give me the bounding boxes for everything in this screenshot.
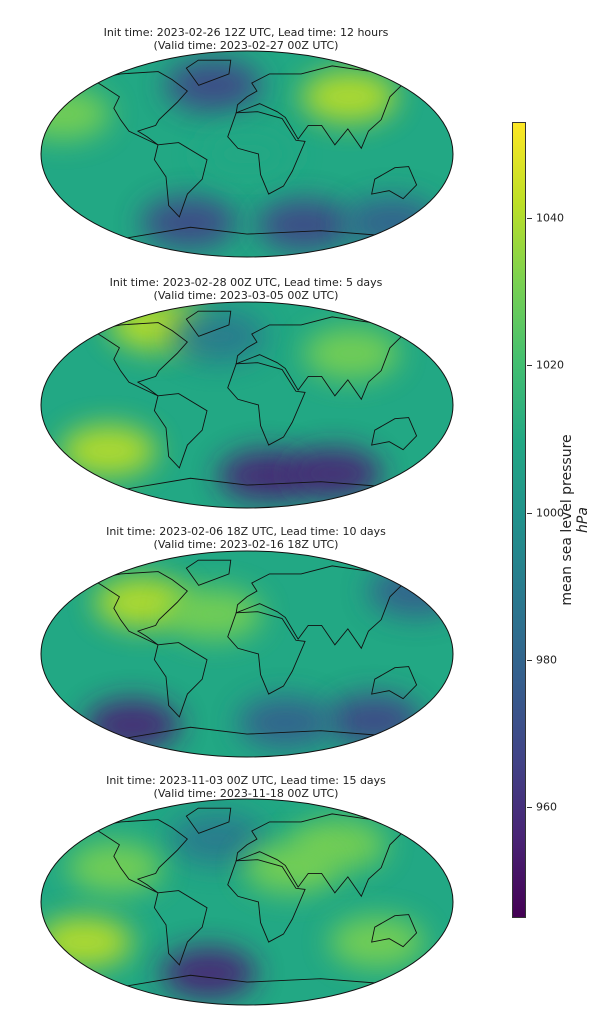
colorbar-tick: [527, 365, 532, 367]
pressure-anomaly: [41, 87, 111, 140]
pressure-anomaly: [84, 698, 181, 751]
pressure-anomaly: [285, 447, 382, 500]
map-boundary: [40, 550, 454, 758]
map-boundary: [40, 798, 454, 1006]
valid-time-subtitle: (Valid time: 2023-03-05 00Z UTC): [153, 289, 339, 302]
pressure-map: [40, 798, 454, 1006]
coastline: [153, 142, 208, 218]
coastline: [153, 393, 208, 469]
map-title: Init time: 2023-11-03 00Z UTC, Lead time…: [38, 774, 454, 800]
init-time-title: Init time: 2023-02-26 12Z UTC, Lead time…: [103, 26, 389, 39]
colorbar-tick-label: 1020: [536, 358, 564, 372]
colorbar-label: mean sea level pressure hPa: [559, 434, 591, 605]
pressure-anomaly: [41, 916, 133, 969]
coastline: [227, 111, 306, 195]
pressure-map: [40, 50, 454, 258]
colorbar: [512, 122, 526, 918]
coastline: [235, 65, 413, 150]
pressure-map: [40, 550, 454, 758]
coastline: [371, 166, 418, 200]
map-title: Init time: 2023-02-28 00Z UTC, Lead time…: [38, 276, 454, 302]
valid-time-subtitle: (Valid time: 2023-02-16 18Z UTC): [153, 538, 339, 551]
coastline: [91, 71, 188, 146]
colorbar-tick-label: 1040: [536, 211, 564, 225]
coastline: [371, 417, 418, 451]
init-time-title: Init time: 2023-02-06 18Z UTC, Lead time…: [106, 525, 386, 538]
pressure-anomaly: [170, 310, 267, 363]
pressure-anomaly: [301, 70, 398, 123]
pressure-anomaly: [237, 696, 334, 749]
valid-time-subtitle: (Valid time: 2023-02-27 00Z UTC): [153, 39, 339, 52]
coastline: [235, 316, 413, 401]
coastline: [153, 890, 208, 966]
init-time-title: Init time: 2023-02-28 00Z UTC, Lead time…: [109, 276, 383, 289]
init-time-title: Init time: 2023-11-03 00Z UTC, Lead time…: [106, 774, 386, 787]
colorbar-tick-label: 980: [536, 653, 557, 667]
pressure-anomaly: [303, 327, 400, 380]
coastline: [227, 362, 306, 446]
pressure-anomaly: [256, 198, 353, 251]
coastline: [185, 807, 232, 834]
colorbar-tick: [527, 807, 532, 809]
pressure-anomaly: [329, 916, 426, 969]
colorbar-tick: [527, 512, 532, 514]
coastline: [227, 611, 306, 695]
coastline: [153, 642, 208, 718]
pressure-anomaly: [141, 196, 238, 249]
valid-time-subtitle: (Valid time: 2023-11-18 00Z UTC): [153, 787, 339, 800]
coastline: [91, 571, 188, 646]
coastline: [185, 559, 232, 586]
coastline: [235, 813, 413, 898]
pressure-anomaly: [242, 841, 339, 894]
colorbar-units: hPa: [575, 507, 591, 533]
coastline: [371, 914, 418, 948]
pressure-anomaly: [60, 424, 157, 477]
pressure-anomaly: [218, 449, 315, 502]
pressure-anomaly: [67, 841, 164, 894]
coastline: [91, 322, 188, 397]
map-boundary: [40, 301, 454, 509]
coastline: [371, 666, 418, 700]
coastline: [227, 859, 306, 943]
map-title: Init time: 2023-02-26 12Z UTC, Lead time…: [38, 26, 454, 52]
map-boundary: [40, 50, 454, 258]
coastline: [185, 59, 232, 86]
pressure-map: [40, 301, 454, 509]
pressure-anomaly: [326, 694, 423, 747]
pressure-anomaly: [199, 128, 295, 180]
pressure-anomaly: [166, 587, 263, 640]
colorbar-tick-label: 960: [536, 800, 557, 814]
coastline: [185, 310, 232, 337]
coastline: [235, 565, 413, 650]
colorbar-title: mean sea level pressure: [559, 434, 575, 606]
map-title: Init time: 2023-02-06 18Z UTC, Lead time…: [38, 525, 454, 551]
colorbar-tick-label: 1000: [536, 506, 564, 520]
colorbar-tick: [527, 660, 532, 662]
pressure-anomaly: [160, 946, 257, 999]
colorbar-tick: [527, 217, 532, 219]
coastline: [91, 819, 188, 894]
